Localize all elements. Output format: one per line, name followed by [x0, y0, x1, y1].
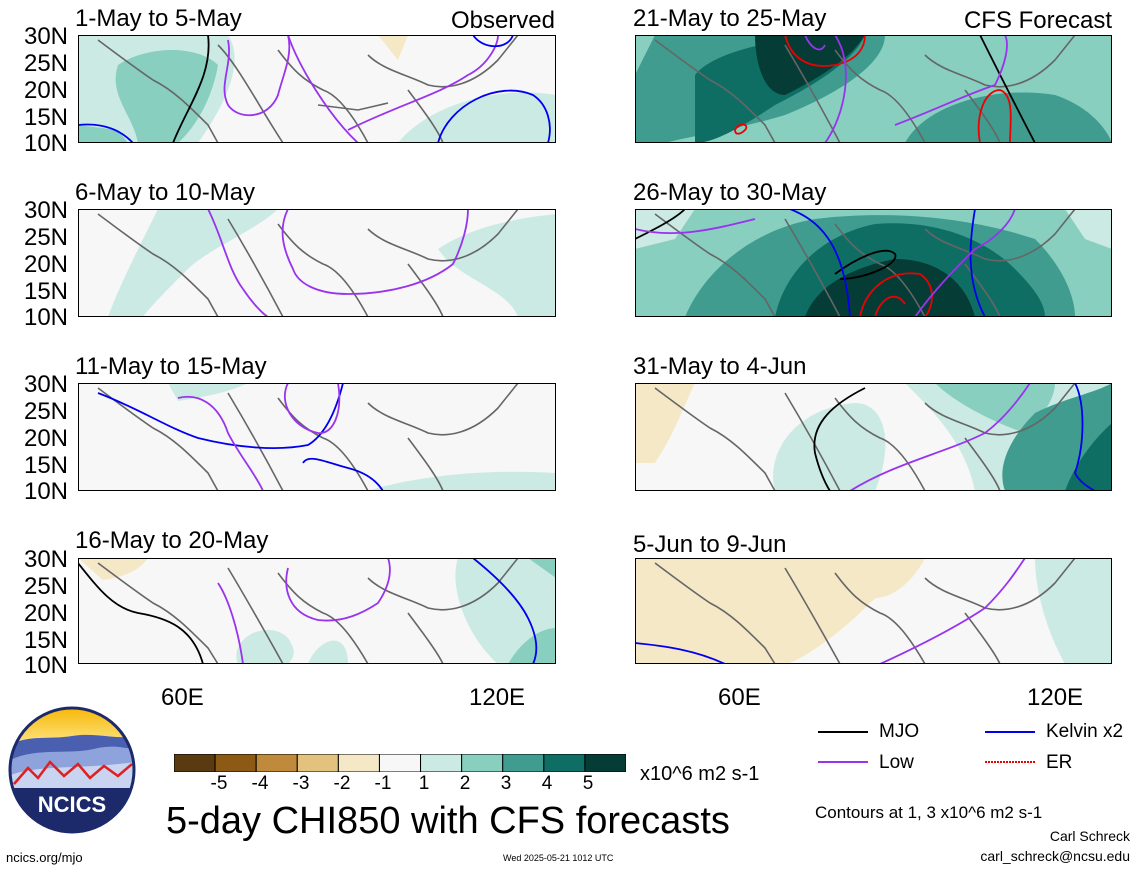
legend-line-mjo [818, 731, 868, 733]
map-panel-4 [78, 558, 556, 664]
panel-title-4: 16-May to 20-May [75, 527, 269, 554]
colorbar-tick: 3 [500, 773, 512, 794]
colorbar-tick: -2 [333, 773, 351, 794]
lat-label: 25N [23, 573, 68, 600]
colorbar-tick: 4 [541, 773, 553, 794]
legend-label-low: Low [879, 752, 914, 773]
ncics-logo: NCICS [8, 706, 136, 834]
colorbar-swatch [461, 754, 504, 772]
colorbar-unit: x10^6 m2 s-1 [640, 763, 760, 785]
panel-title-6: 26-May to 30-May [633, 179, 827, 206]
lat-label: 30N [23, 371, 68, 398]
colorbar-tick: -3 [292, 773, 310, 794]
lat-label: 10N [23, 130, 68, 157]
colorbar-swatch [337, 754, 380, 772]
colorbar-swatch [255, 754, 298, 772]
colorbar-tick: 5 [582, 773, 594, 794]
author-name: Carl Schreck [1049, 828, 1130, 844]
lat-label: 15N [23, 627, 68, 654]
figure-title: 5-day CHI850 with CFS forecasts [166, 800, 730, 842]
lat-label: 25N [23, 398, 68, 425]
map-panel-7 [635, 383, 1112, 491]
lat-label: 20N [23, 251, 68, 278]
panel-title-7: 31-May to 4-Jun [633, 353, 807, 380]
colorbar [174, 754, 626, 772]
lat-label: 10N [23, 304, 68, 331]
colorbar-swatch [296, 754, 339, 772]
source-url: ncics.org/mjo [6, 850, 83, 865]
lat-label: 25N [23, 224, 68, 251]
legend-line-kelvin [985, 731, 1035, 733]
map-panel-8 [635, 558, 1112, 664]
lat-label: 15N [23, 278, 68, 305]
panel-title-1: 1-May to 5-May [75, 5, 242, 32]
colorbar-tick: -5 [210, 773, 228, 794]
logo-text: NCICS [38, 792, 106, 817]
author-email: carl_schreck@ncsu.edu [980, 848, 1130, 864]
map-panel-2 [78, 209, 556, 317]
legend-line-er [985, 761, 1035, 763]
lon-label: 60E [161, 684, 204, 711]
lat-label: 30N [23, 197, 68, 224]
legend-label-kelvin: Kelvin x2 [1046, 721, 1124, 742]
lat-label: 30N [23, 546, 68, 573]
colorbar-swatch [174, 754, 216, 772]
map-panel-6 [635, 209, 1112, 317]
colorbar-tick: 1 [418, 773, 430, 794]
colorbar-swatch [584, 754, 626, 772]
lat-label: 30N [23, 23, 68, 50]
panel-title-5: 21-May to 25-May [633, 5, 827, 32]
legend-label-er: ER [1046, 752, 1073, 773]
panel-title-8: 5-Jun to 9-Jun [633, 531, 787, 558]
panel-title-2: 6-May to 10-May [75, 179, 256, 206]
lon-label: 60E [718, 684, 761, 711]
observed-label: Observed [450, 7, 555, 34]
lat-label: 25N [23, 50, 68, 77]
forecast-label: CFS Forecast [963, 7, 1112, 34]
map-panel-3 [78, 383, 556, 491]
lon-label: 120E [1027, 684, 1084, 711]
lat-label: 20N [23, 77, 68, 104]
legend-line-low [818, 761, 868, 763]
colorbar-tick: -1 [374, 773, 392, 794]
contour-note: Contours at 1, 3 x10^6 m2 s-1 [815, 803, 1043, 822]
lat-label: 10N [23, 478, 68, 505]
lat-label: 10N [23, 652, 68, 679]
lat-label: 20N [23, 425, 68, 452]
lat-label: 20N [23, 600, 68, 627]
map-panel-1 [78, 35, 556, 143]
lon-label: 120E [469, 684, 526, 711]
lat-label: 15N [23, 104, 68, 131]
legend-label-mjo: MJO [879, 721, 920, 742]
colorbar-swatch [420, 754, 463, 772]
map-panel-5 [635, 35, 1112, 143]
lat-label: 15N [23, 452, 68, 479]
timestamp: Wed 2025-05-21 1012 UTC [503, 853, 614, 863]
panel-title-3: 11-May to 15-May [75, 353, 267, 380]
colorbar-tick: 2 [459, 773, 471, 794]
colorbar-swatch [214, 754, 257, 772]
colorbar-tick: -4 [251, 773, 269, 794]
colorbar-swatch [543, 754, 586, 772]
colorbar-swatch [378, 754, 422, 772]
colorbar-swatch [502, 754, 545, 772]
